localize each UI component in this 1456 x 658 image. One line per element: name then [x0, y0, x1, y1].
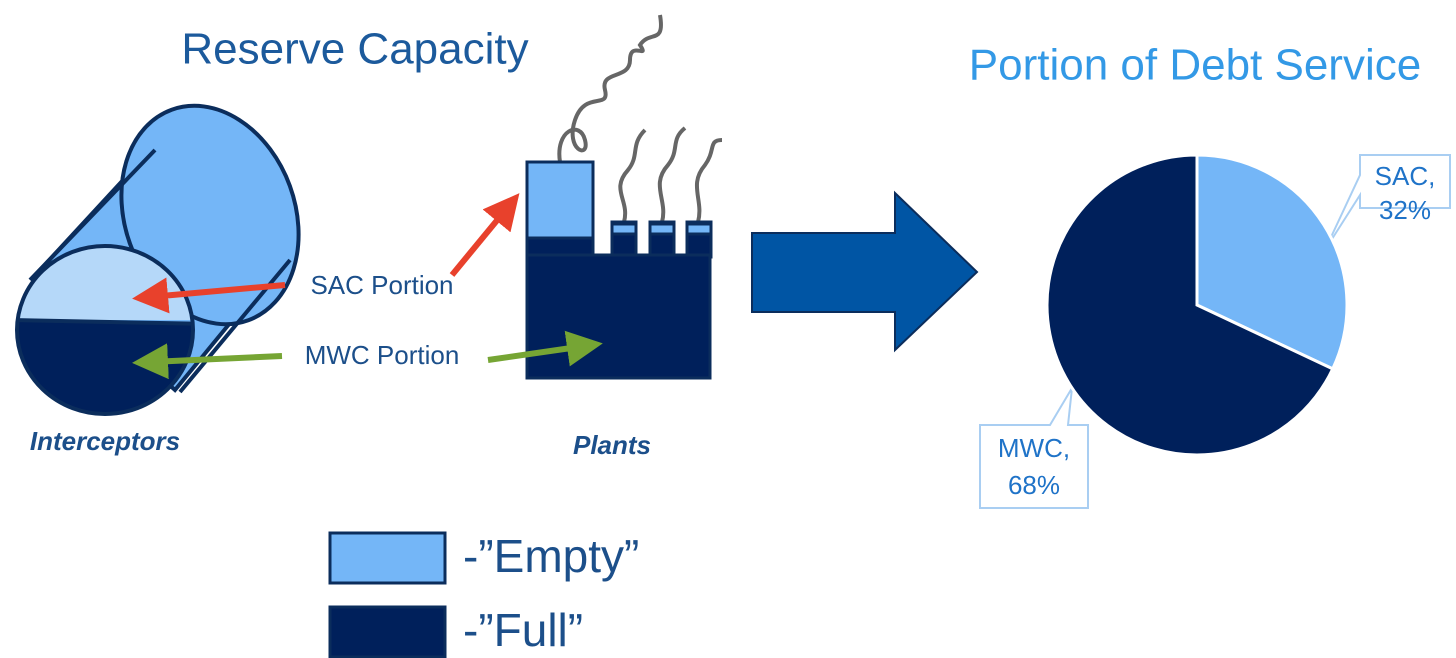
sac-portion-label: SAC Portion: [310, 270, 453, 300]
sac-callout: [1324, 154, 1451, 251]
pie-slice: [1045, 153, 1335, 457]
pointer-arrows: [132, 193, 603, 380]
flow-arrow: [751, 190, 979, 353]
legend-swatch: [328, 605, 447, 658]
interceptors-label: Interceptors: [30, 426, 180, 456]
plants-label: Plants: [573, 430, 651, 460]
legend: -”Empty” -”Full”: [328, 530, 639, 658]
legend-label: -”Empty”: [463, 530, 639, 582]
title: Reserve Capacity: [181, 25, 528, 74]
slice-category: SAC,: [1375, 161, 1436, 191]
interceptor-pipe: [15, 103, 301, 416]
pie-slice: [1195, 153, 1349, 371]
legend-swatch: [328, 531, 447, 585]
slice-value-label: 68%: [1008, 470, 1060, 500]
legend-label: -”Full”: [463, 604, 583, 656]
pie: [1045, 153, 1349, 457]
pie-title: Portion of Debt Service: [969, 41, 1421, 90]
slice-category: MWC,: [998, 433, 1070, 463]
slice-value-label: 32%: [1379, 195, 1431, 225]
mwc-portion-label: MWC Portion: [305, 340, 460, 370]
mwc-callout: [979, 387, 1089, 509]
plant: [525, 14, 723, 380]
